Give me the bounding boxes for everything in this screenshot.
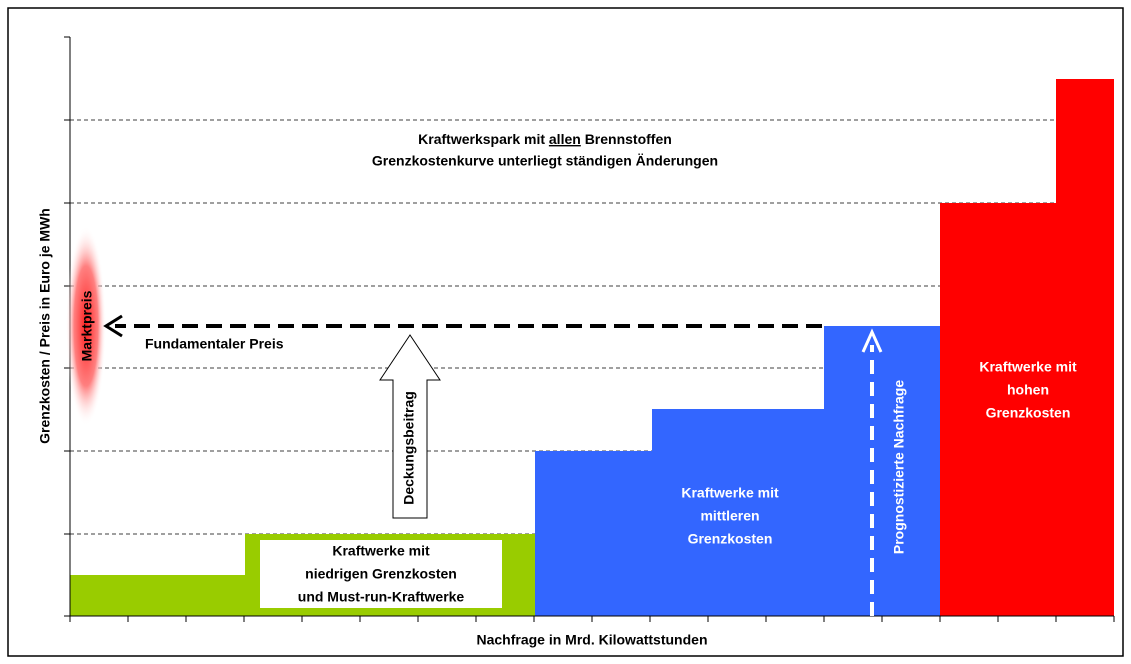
low-cost-label: Kraftwerke mit	[332, 543, 430, 559]
contribution-arrow	[379, 334, 441, 519]
demand-arrowhead	[861, 328, 883, 353]
price-arrowhead	[103, 314, 123, 338]
step-mid-2	[652, 409, 824, 616]
step-high-1	[940, 203, 1056, 616]
high-cost-label: hohen	[1007, 382, 1049, 398]
y-axis-label: Grenzkosten / Preis in Euro je MWh	[37, 208, 53, 444]
demand-label: Prognostizierte Nachfrage	[891, 380, 907, 554]
x-ticks	[69, 616, 1115, 622]
low-cost-label: niedrigen Grenzkosten	[305, 566, 457, 582]
high-cost-label: Grenzkosten	[986, 405, 1071, 421]
annotation-prefix: Kraftwerkspark mit	[418, 131, 545, 147]
annotation-line-2: Grenzkostenkurve unterliegt ständigen Än…	[372, 153, 718, 169]
annotation-line-1: Kraftwerkspark mit allen Brennstoffen	[418, 131, 672, 147]
low-cost-box	[260, 540, 502, 608]
mid-cost-label: Kraftwerke mit	[681, 485, 779, 501]
mid-cost-label: mittleren	[700, 508, 759, 524]
market-price-label: Marktpreis	[79, 290, 95, 361]
step-mid-1	[535, 451, 652, 616]
x-axis-label: Nachfrage in Mrd. Kilowattstunden	[476, 632, 707, 648]
step-mid-3	[824, 326, 940, 616]
high-cost-label: Kraftwerke mit	[979, 359, 1077, 375]
annotation-suffix: Brennstoffen	[585, 131, 672, 147]
fundamental-price-label: Fundamentaler Preis	[145, 336, 284, 352]
market-price-glow	[66, 226, 106, 426]
step-low-1	[70, 575, 245, 616]
contribution-label: Deckungsbeitrag	[401, 391, 417, 505]
low-cost-label: und Must-run-Kraftwerke	[298, 589, 465, 605]
mid-cost-label: Grenzkosten	[688, 531, 773, 547]
annotation-underlined: allen	[549, 131, 581, 147]
step-high-2	[1056, 79, 1114, 616]
